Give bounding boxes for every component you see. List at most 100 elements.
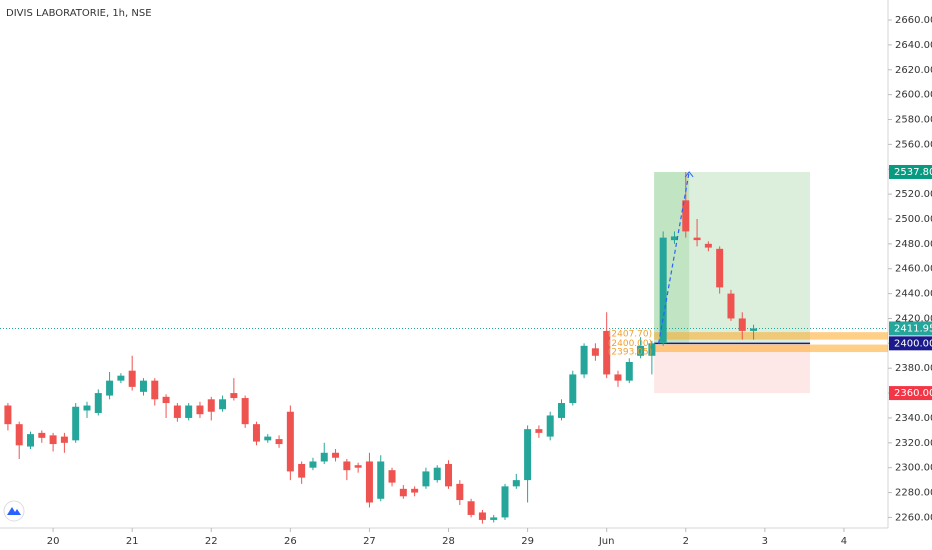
- candle-body: [173, 405, 181, 418]
- trade-arrow: [658, 171, 690, 344]
- candle-body: [128, 370, 136, 387]
- zone-label: (2400.00): [608, 339, 652, 349]
- price-badge: [889, 386, 932, 401]
- candle-body: [445, 463, 453, 487]
- x-tick-label: 29: [521, 536, 534, 547]
- candle-body: [117, 375, 125, 381]
- candle-body: [264, 436, 272, 441]
- candle-body: [738, 318, 746, 331]
- candle-body: [569, 374, 577, 404]
- y-tick-label: 2500.00: [895, 214, 932, 225]
- y-tick-label: 2520.00: [895, 189, 932, 200]
- logo[interactable]: [3, 500, 25, 522]
- candle-body: [49, 435, 57, 445]
- y-tick-label: 2340.00: [895, 413, 932, 424]
- price-badge: [889, 336, 932, 351]
- y-tick-label: 2620.00: [895, 65, 932, 76]
- candle-body: [399, 488, 407, 497]
- y-tick-label: 2480.00: [895, 239, 932, 250]
- price-badge-label: 2411.95: [894, 323, 932, 334]
- candle-body: [422, 471, 430, 487]
- y-tick-label: 2640.00: [895, 40, 932, 51]
- candle-body: [625, 361, 633, 381]
- candle-body: [614, 374, 622, 381]
- x-tick-label: 26: [284, 536, 297, 547]
- candle-body: [750, 328, 758, 331]
- chart-title: DIVIS LABORATORIE, 1h, NSE: [6, 8, 152, 19]
- zone: [654, 344, 888, 353]
- candle-body: [411, 488, 419, 493]
- candle-body: [670, 236, 678, 241]
- price-badge-label: 2400.00: [894, 338, 932, 349]
- candle-body: [388, 470, 396, 483]
- candle-body: [704, 243, 712, 248]
- y-tick-label: 2420.00: [895, 313, 932, 324]
- candle-body: [727, 293, 735, 319]
- y-tick-label: 2320.00: [895, 438, 932, 449]
- candle-body: [467, 501, 475, 515]
- candle-body: [162, 396, 170, 404]
- price-badge-label: 2360.00: [894, 388, 932, 399]
- candle-body: [490, 517, 498, 520]
- x-tick-label: 3: [762, 536, 768, 547]
- candle-body: [241, 398, 249, 425]
- candle-body: [4, 405, 12, 425]
- candle-body: [60, 436, 68, 443]
- candle-body: [320, 452, 328, 462]
- candle-body: [591, 348, 599, 356]
- candle-body: [433, 467, 441, 481]
- candle-body: [343, 461, 351, 471]
- candle-body: [286, 411, 294, 472]
- x-tick-label: 21: [126, 536, 139, 547]
- price-badge-label: 2537.80: [894, 167, 932, 178]
- candle-body: [512, 480, 520, 487]
- candle-body: [38, 432, 46, 438]
- y-tick-label: 2560.00: [895, 139, 932, 150]
- candle-body: [309, 461, 317, 468]
- candle-body: [603, 330, 611, 375]
- y-tick-label: 2600.00: [895, 90, 932, 101]
- x-tick-label: 2: [683, 536, 689, 547]
- y-tick-label: 2260.00: [895, 512, 932, 523]
- y-tick-label: 2440.00: [895, 289, 932, 300]
- x-tick-label: 28: [442, 536, 455, 547]
- candle-body: [72, 406, 80, 441]
- price-badge: [889, 321, 932, 336]
- candle-body: [139, 380, 147, 392]
- candle-body: [546, 415, 554, 437]
- candle-body: [298, 463, 306, 478]
- candle-body: [332, 452, 340, 458]
- candle-body: [275, 439, 283, 445]
- y-tick-label: 2660.00: [895, 15, 932, 26]
- x-tick-label: 20: [47, 536, 60, 547]
- arrow-head: [684, 171, 694, 178]
- candle-body: [478, 512, 486, 520]
- x-tick-label: 4: [841, 536, 847, 547]
- candle-body: [693, 237, 701, 241]
- candle-body: [659, 237, 667, 344]
- candle-body: [207, 399, 215, 412]
- candle-body: [365, 461, 373, 503]
- y-tick-label: 2380.00: [895, 363, 932, 374]
- candle-body: [219, 399, 227, 410]
- candle-body: [501, 486, 509, 518]
- y-tick-label: 2580.00: [895, 115, 932, 126]
- y-tick-label: 2460.00: [895, 264, 932, 275]
- candle-body: [682, 200, 690, 232]
- x-tick-label: 27: [363, 536, 376, 547]
- zone-label: (2393.05): [608, 347, 652, 357]
- candle-body: [354, 465, 362, 468]
- zone-label: (2407.70): [608, 329, 652, 339]
- candle-body: [185, 405, 193, 418]
- x-tick-label: 22: [205, 536, 218, 547]
- candle-body: [648, 343, 656, 356]
- candle-body: [535, 429, 543, 433]
- zone: [654, 332, 888, 340]
- candle-body: [557, 403, 565, 418]
- candle-body: [196, 405, 204, 415]
- plot-area: [0, 171, 888, 524]
- candle-body: [106, 380, 114, 396]
- candle-body: [252, 424, 260, 442]
